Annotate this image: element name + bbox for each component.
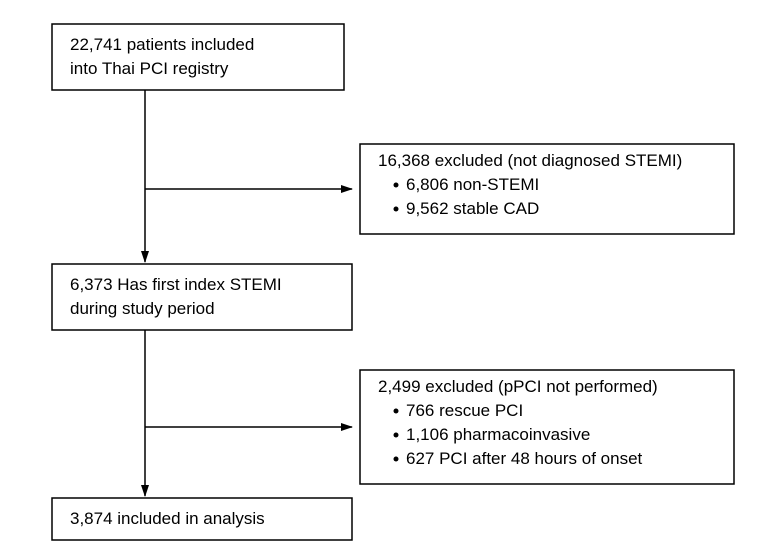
node-bullet: 627 PCI after 48 hours of onset (406, 449, 643, 468)
bullet-icon (394, 409, 399, 414)
flow-node-n3 (52, 264, 352, 330)
node-bullet: 9,562 stable CAD (406, 199, 539, 218)
flow-node-n1 (52, 24, 344, 90)
node-bullet: 6,806 non-STEMI (406, 175, 539, 194)
node-text: 16,368 excluded (not diagnosed STEMI) (378, 151, 682, 170)
node-text: during study period (70, 299, 215, 318)
node-bullet: 1,106 pharmacoinvasive (406, 425, 590, 444)
node-text: 6,373 Has first index STEMI (70, 275, 282, 294)
bullet-icon (394, 183, 399, 188)
bullet-icon (394, 457, 399, 462)
bullet-icon (394, 207, 399, 212)
node-text: 2,499 excluded (pPCI not performed) (378, 377, 658, 396)
flowchart: 22,741 patients included into Thai PCI re… (0, 0, 760, 543)
node-text: into Thai PCI registry (70, 59, 229, 78)
node-text: 3,874 included in analysis (70, 509, 265, 528)
node-bullet: 766 rescue PCI (406, 401, 523, 420)
bullet-icon (394, 433, 399, 438)
node-text: 22,741 patients included (70, 35, 254, 54)
